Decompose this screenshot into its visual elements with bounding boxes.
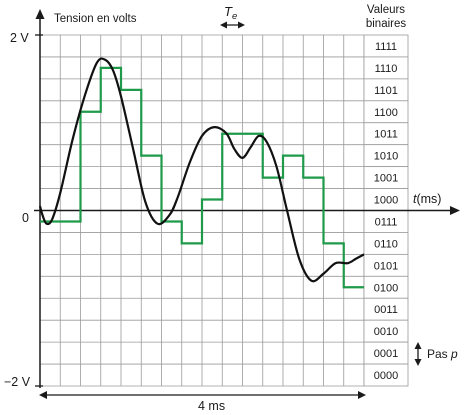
y-axis-title: Tension en volts: [54, 13, 137, 25]
y-axis-arrowhead: [35, 9, 45, 19]
step-label: Pas p: [427, 347, 458, 361]
te-label: Te: [224, 4, 237, 22]
binary-code-label: 1000: [374, 195, 398, 207]
binary-code-label: 0001: [374, 348, 398, 360]
duration-arrow: [39, 391, 366, 399]
te-arrow: [220, 21, 245, 29]
time-axis-label: t(ms): [413, 192, 441, 206]
analog-signal-curve: [38, 57, 365, 283]
time-axis-arrowhead: [450, 206, 460, 215]
binary-code-label: 1001: [374, 173, 398, 185]
axes: [34, 9, 460, 388]
binary-code-label: 0100: [374, 282, 398, 294]
duration-label: 4 ms: [198, 399, 225, 413]
y-tick-bottom: −2 V: [4, 375, 31, 389]
binary-code-cell: [363, 363, 409, 387]
y-tick-zero: 0: [22, 211, 29, 225]
binary-code-label: 0010: [374, 326, 398, 338]
binary-code-label: 0000: [374, 370, 398, 382]
binary-code-label: 1111: [375, 41, 397, 53]
binary-code-label: 1100: [374, 107, 398, 119]
binary-code-label: 1010: [374, 151, 398, 163]
binary-code-label: 0101: [374, 260, 398, 272]
binary-title-line1: Valeurs: [367, 4, 405, 16]
binary-title-line2: binaires: [366, 18, 407, 30]
binary-code-column: 1111 1110 1101 1100 1011 1010 1001 1000 0111 0110…: [363, 34, 409, 387]
binary-code-label: 1011: [374, 129, 398, 141]
binary-code-label: 0011: [374, 304, 398, 316]
quantized-staircase-signal: [40, 66, 364, 289]
step-arrow: [414, 342, 422, 366]
binary-code-label: 0110: [374, 238, 398, 250]
binary-code-label: 1101: [374, 85, 398, 97]
y-tick-top: 2 V: [10, 31, 29, 45]
binary-code-label: 0111: [375, 216, 398, 228]
binary-code-label: 1110: [375, 63, 398, 75]
